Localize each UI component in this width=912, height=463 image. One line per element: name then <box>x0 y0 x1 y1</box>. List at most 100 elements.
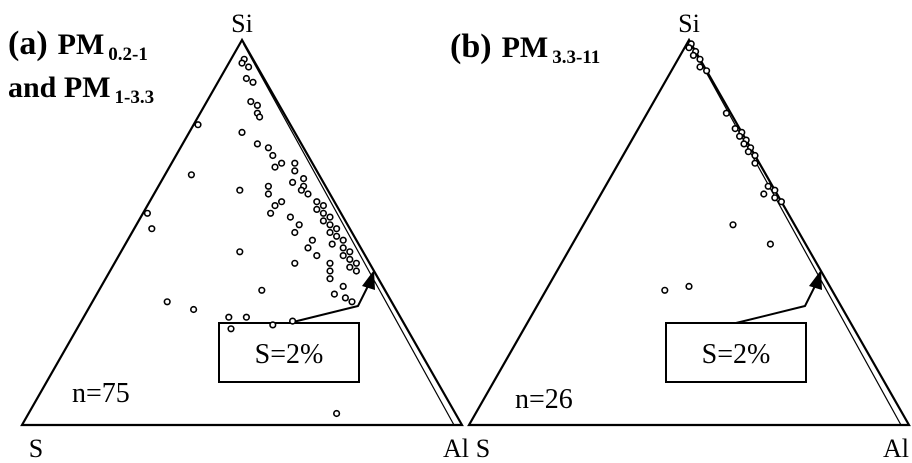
data-point <box>702 67 711 75</box>
title-b-main: PM <box>502 31 549 64</box>
data-point <box>333 232 341 240</box>
data-point <box>689 51 698 60</box>
data-point <box>326 228 334 237</box>
data-point <box>771 186 779 194</box>
annotation-arrow-b <box>735 283 817 324</box>
title-a-sub: 0.2-1 <box>108 44 148 65</box>
data-point <box>256 113 264 121</box>
data-point <box>313 205 321 213</box>
data-point <box>696 55 704 63</box>
annotation-arrow-a <box>288 283 370 324</box>
data-point <box>278 159 286 167</box>
data-point <box>253 140 261 148</box>
data-point <box>291 167 299 175</box>
data-point <box>236 248 244 256</box>
data-point <box>771 194 779 202</box>
data-point <box>269 321 277 329</box>
ternary-triangle-b <box>467 37 911 427</box>
data-point <box>300 175 308 183</box>
data-point <box>238 128 246 136</box>
data-point <box>731 125 739 133</box>
data-point <box>744 148 753 156</box>
data-point <box>352 267 361 275</box>
data-point <box>267 209 275 217</box>
data-point <box>313 198 321 206</box>
data-point <box>295 221 303 229</box>
data-point <box>760 190 768 198</box>
data-point <box>258 286 266 294</box>
annotation-text-a: S=2% <box>255 339 324 370</box>
vertex-s-label-a: S <box>29 434 43 463</box>
data-point <box>722 109 731 117</box>
data-point <box>236 186 244 194</box>
data-point <box>291 159 299 167</box>
title-a-main: PM <box>58 28 105 61</box>
title-a-line2-sub: 1-3.3 <box>115 87 155 108</box>
data-point <box>751 151 759 160</box>
data-point <box>339 252 347 260</box>
data-point <box>339 282 347 291</box>
data-point <box>326 259 334 267</box>
data-point <box>264 144 273 152</box>
data-point <box>326 221 334 229</box>
data-point <box>764 182 772 190</box>
data-point <box>326 275 334 283</box>
data-point <box>253 101 261 109</box>
data-point <box>326 213 334 221</box>
data-point <box>777 198 786 206</box>
title-b-sub: 3.3-11 <box>552 47 600 68</box>
data-point <box>291 259 299 267</box>
data-point <box>729 221 737 229</box>
data-points-b <box>661 40 786 294</box>
data-point <box>187 171 195 179</box>
data-point <box>339 236 347 244</box>
data-point <box>245 63 253 71</box>
s-2pct-line-a <box>242 43 455 426</box>
data-point <box>190 305 198 314</box>
data-point <box>685 282 693 291</box>
data-point <box>225 313 233 321</box>
title-a-line2-prefix: and PM <box>8 71 111 104</box>
data-point <box>696 63 704 71</box>
panel-label-b: (b) <box>450 28 492 65</box>
annotation-arrowhead-b <box>809 270 822 290</box>
annotation-arrowhead-a <box>362 270 375 290</box>
data-point <box>735 132 744 140</box>
annotation-box-a <box>218 322 360 383</box>
data-point <box>661 286 669 294</box>
data-point <box>194 121 202 129</box>
data-point <box>304 190 312 198</box>
data-point <box>264 190 273 198</box>
data-point <box>227 325 235 333</box>
panel-b: Si S Al (b) PM 3.3-11 n=26 S=2% <box>450 9 911 463</box>
vertex-al-label-a: Al <box>443 434 469 463</box>
data-point <box>346 255 354 264</box>
vertex-si-label-a: Si <box>231 9 253 38</box>
data-point <box>341 294 350 302</box>
data-point <box>346 263 354 271</box>
annotation-text-b: S=2% <box>702 339 771 370</box>
data-point <box>148 225 156 233</box>
data-point <box>319 202 328 210</box>
data-point <box>163 298 171 306</box>
data-point <box>264 182 273 190</box>
n-label-b: n=26 <box>515 384 573 415</box>
data-point <box>339 244 347 252</box>
data-point <box>685 44 693 52</box>
panel-title-a-line1: (a) PM 0.2-1 <box>8 25 148 65</box>
data-point <box>326 267 334 275</box>
vertex-si-label-b: Si <box>678 9 700 38</box>
data-point <box>319 217 328 225</box>
data-point <box>328 240 336 248</box>
data-point <box>766 240 775 248</box>
data-point <box>249 78 257 86</box>
data-point <box>269 151 277 160</box>
data-point <box>333 409 341 418</box>
data-point <box>289 317 297 325</box>
data-points-a <box>143 55 361 418</box>
annotation-box-b <box>665 322 807 383</box>
panel-title-b: (b) PM 3.3-11 <box>450 28 600 68</box>
data-point <box>242 313 250 321</box>
panel-label-a: (a) <box>8 25 48 62</box>
